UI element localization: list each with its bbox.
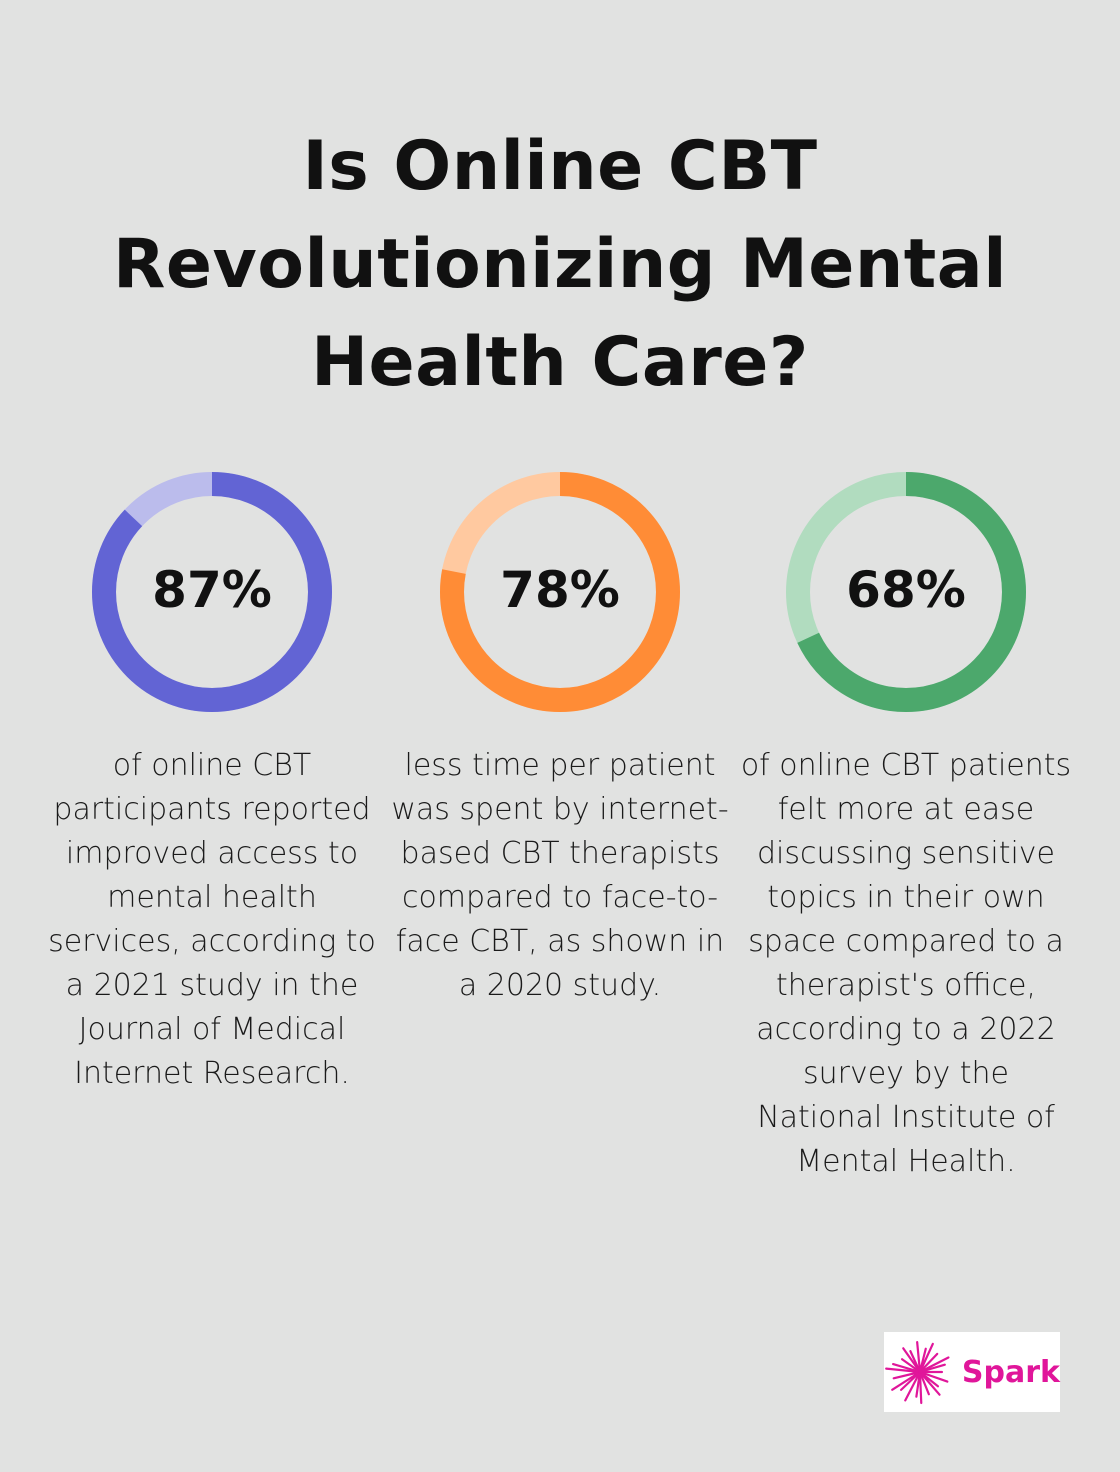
donut-chart-3 <box>786 472 1026 712</box>
donut-label: 87% <box>152 561 272 619</box>
donut-fill <box>92 472 332 712</box>
stat-card-1: 87% of online CBT participants reported … <box>42 470 382 1096</box>
donut-chart-1 <box>92 472 332 712</box>
logo-text: Spark <box>961 1354 1060 1390</box>
donut-fill <box>440 472 680 712</box>
starburst-ray <box>918 1370 930 1396</box>
stat-card-2: 78% less time per patient was spent by i… <box>390 470 730 1008</box>
spark-logo: Spark <box>884 1332 1060 1412</box>
starburst-icon <box>885 1341 950 1405</box>
page-title: Is Online CBT Revolutionizing Mental Hea… <box>112 127 1008 402</box>
starburst-ray <box>918 1370 949 1383</box>
starburst-ray <box>918 1370 941 1396</box>
stat-description: less time per patient was spent by inter… <box>391 748 729 1003</box>
donut-chart-2 <box>440 472 680 712</box>
donut-fill <box>786 472 1026 712</box>
starburst-ray <box>891 1363 922 1374</box>
donut-label: 68% <box>846 561 966 619</box>
starburst-ray <box>909 1350 922 1374</box>
starburst-ray <box>918 1342 934 1374</box>
stat-card-3: 68% of online CBT patients felt more at … <box>736 470 1076 1184</box>
stat-description: of online CBT patients felt more at ease… <box>740 748 1072 1179</box>
starburst-ray <box>904 1370 922 1402</box>
starburst-ray <box>915 1370 922 1398</box>
stat-description: of online CBT participants reported impr… <box>48 748 376 1091</box>
starburst-ray <box>918 1352 939 1374</box>
starburst-ray <box>900 1358 922 1374</box>
starburst-ray <box>892 1370 922 1380</box>
starburst-ray <box>916 1341 922 1374</box>
starburst-ray <box>891 1370 922 1391</box>
donut-label: 78% <box>500 561 620 619</box>
starburst-ray <box>918 1363 946 1374</box>
